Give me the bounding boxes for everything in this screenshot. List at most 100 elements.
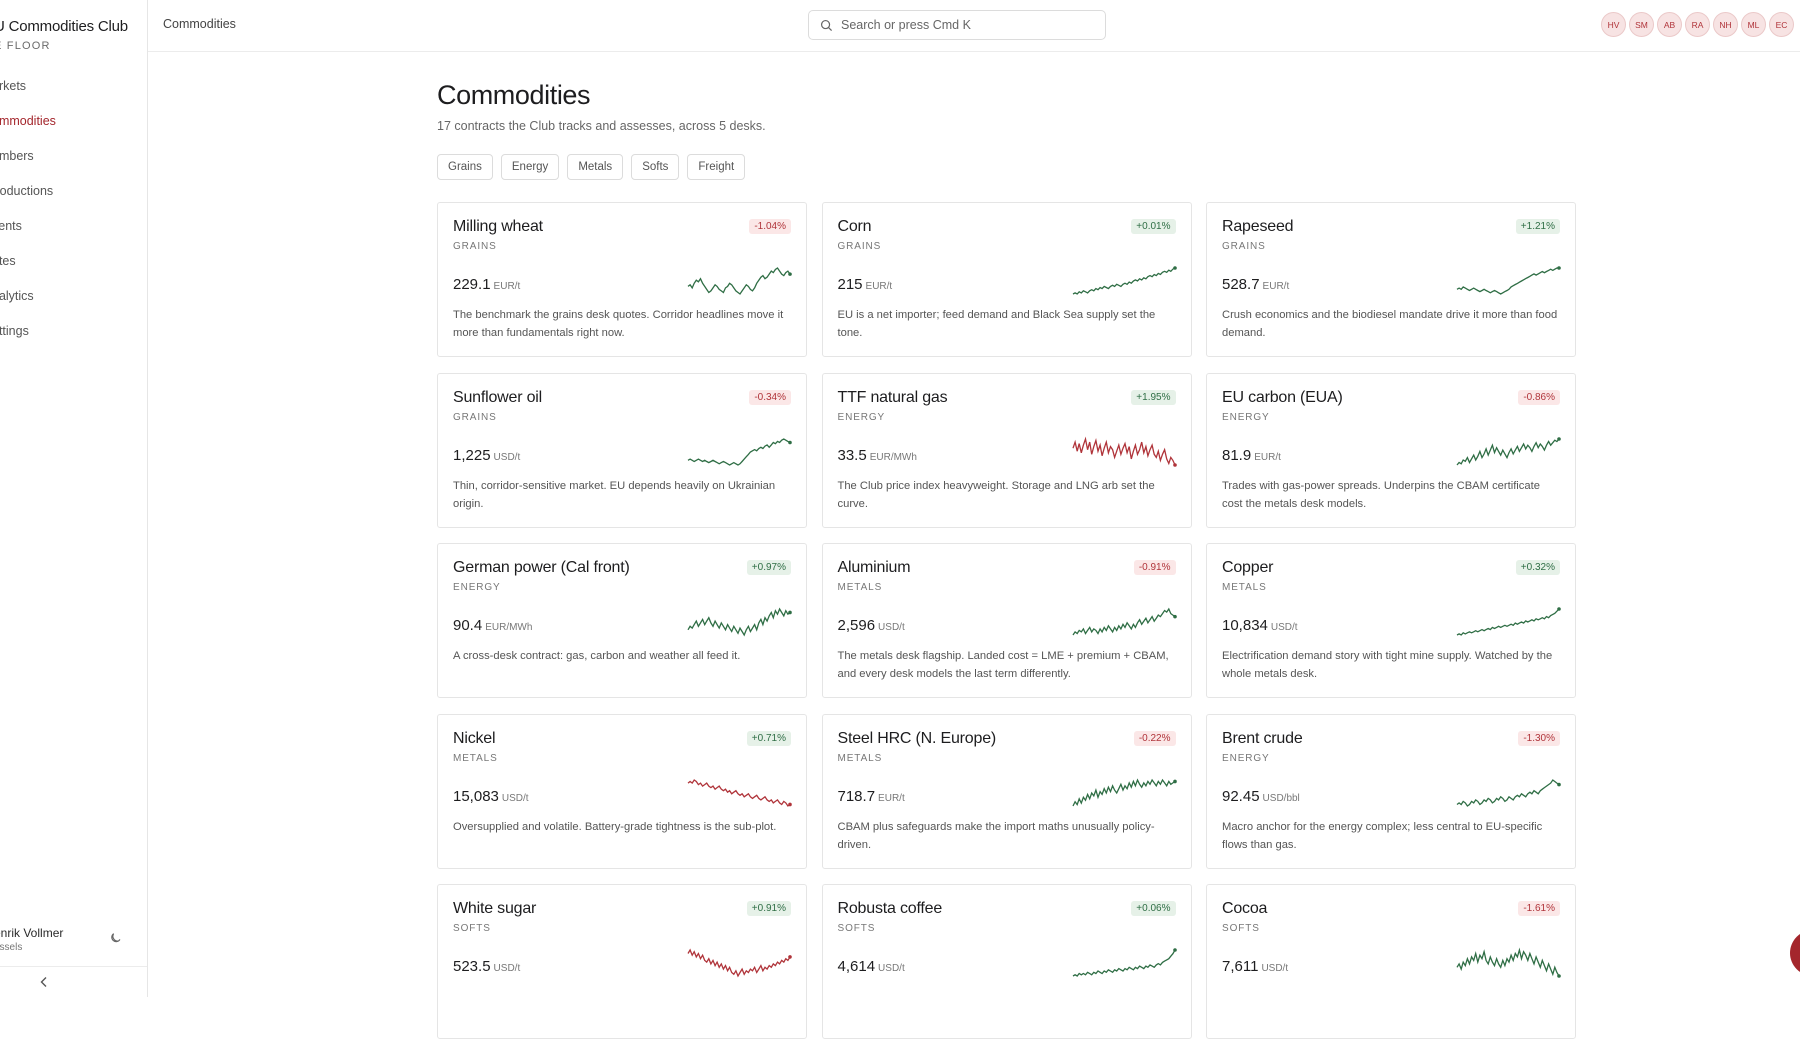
commodity-desk: GRAINS: [837, 241, 882, 252]
search-input[interactable]: Search or press Cmd K: [841, 18, 971, 32]
moon-icon[interactable]: [109, 930, 123, 944]
sparkline-line: [1071, 777, 1175, 806]
sparkline-chart: [1456, 607, 1561, 636]
breadcrumb[interactable]: Commodities: [163, 17, 236, 31]
top-header: Commodities Search or press Cmd K HV SM AB…: [148, 0, 1800, 52]
commodity-card[interactable]: Copper METALS +0.32% 10,834 USD/t Electrifica…: [1206, 543, 1576, 698]
price: 15,083 USD/t: [453, 788, 529, 806]
change-badge: +0.01%: [1131, 219, 1176, 234]
commodity-card[interactable]: Nickel METALS +0.71% 15,083 USD/t Oversupplie…: [437, 713, 807, 869]
user-profile[interactable]: enrik Vollmer ussels: [0, 926, 144, 953]
commodity-card[interactable]: Corn GRAINS +0.01% 215 EUR/t EU is a net impo…: [821, 202, 1192, 357]
search-box[interactable]: Search or press Cmd K: [808, 10, 1106, 40]
change-badge: -1.04%: [749, 219, 791, 234]
avatar[interactable]: AB: [1657, 12, 1682, 37]
commodity-card[interactable]: Rapeseed GRAINS +1.21% 528.7 EUR/t Crush econ…: [1206, 202, 1576, 357]
price-unit: EUR/MWh: [869, 451, 917, 463]
price-unit: USD/t: [1261, 963, 1289, 974]
price-value: 229.1: [453, 276, 491, 293]
commodity-name: TTF natural gas: [837, 388, 948, 406]
sparkline-last-point: [1557, 436, 1561, 441]
chevron-left-icon[interactable]: [37, 975, 51, 989]
price: 528.7 EUR/t: [1222, 276, 1289, 294]
price-value: 33.5: [837, 446, 867, 464]
price: 215 EUR/t: [838, 276, 893, 294]
sparkline-chart: [687, 948, 792, 978]
change-badge: -1.61%: [1518, 901, 1560, 916]
filter-chip[interactable]: Softs: [631, 154, 680, 180]
commodity-grid: Milling wheat GRAINS -1.04% 229.1 EUR/t The b…: [437, 202, 1576, 1039]
sparkline-last-point: [1172, 614, 1177, 619]
sparkline-chart: [1071, 777, 1177, 806]
filter-chip[interactable]: Energy: [500, 154, 560, 180]
sparkline-last-point: [1557, 782, 1561, 786]
sparkline-chart: [1456, 947, 1561, 978]
sparkline-chart: [687, 778, 792, 807]
commodity-card[interactable]: White sugar SOFTS +0.91% 523.5 USD/t: [437, 884, 807, 1039]
change-badge: -0.86%: [1518, 389, 1560, 405]
sidebar-item[interactable]: nalytics: [0, 289, 34, 303]
avatar[interactable]: SM: [1629, 12, 1654, 37]
brand-subtitle: E FLOOR: [0, 40, 51, 52]
commodity-name: Steel HRC (N. Europe): [837, 729, 997, 747]
price-unit: EUR/t: [493, 281, 521, 292]
sidebar-item[interactable]: otes: [0, 254, 16, 268]
sparkline-chart: [1071, 436, 1177, 467]
filter-chip[interactable]: Grains: [437, 154, 493, 180]
sparkline-chart: [1072, 266, 1177, 295]
sparkline-chart: [687, 437, 792, 466]
user-name: enrik Vollmer: [0, 926, 64, 940]
sidebar-item[interactable]: embers: [0, 149, 34, 163]
price-value: 81.9: [1222, 446, 1252, 464]
change-badge: +1.21%: [1515, 219, 1560, 234]
sparkline-last-point: [1557, 607, 1561, 611]
avatar[interactable]: RA: [1685, 12, 1710, 37]
commodity-card[interactable]: TTF natural gas ENERGY +1.95% 33.5 EUR/MWh Th…: [821, 372, 1192, 528]
commodity-card[interactable]: Robusta coffee SOFTS +0.06% 4,614 USD/t: [821, 884, 1192, 1039]
sparkline-line: [1456, 608, 1560, 636]
commodity-card[interactable]: Milling wheat GRAINS -1.04% 229.1 EUR/t The b…: [437, 202, 807, 357]
filter-chip[interactable]: Freight: [687, 154, 746, 180]
sparkline-line: [687, 607, 791, 637]
avatar[interactable]: HV: [1601, 12, 1626, 37]
commodity-description: Oversupplied and volatile. Battery-grade…: [453, 820, 777, 833]
desk-filters: Grains Energy Metals Softs Freight: [437, 154, 753, 180]
filter-chip[interactable]: Metals: [567, 154, 624, 180]
price-unit: USD/t: [1270, 622, 1298, 633]
price: 81.9 EUR/t: [1222, 447, 1281, 465]
avatar[interactable]: NH: [1713, 12, 1738, 37]
commodity-card[interactable]: Sunflower oil GRAINS -0.34% 1,225 USD/t Thin,…: [437, 372, 807, 528]
commodity-card[interactable]: Steel HRC (N. Europe) METALS -0.22% 718.7 EU…: [821, 713, 1192, 869]
commodity-description: Electrification demand story with tight …: [1222, 650, 1553, 680]
price: 10,834 USD/t: [1222, 617, 1298, 635]
help-button[interactable]: [1790, 930, 1800, 976]
commodity-desk: ENERGY: [453, 582, 501, 593]
price: 2,596 USD/t: [838, 617, 905, 635]
commodity-card[interactable]: German power (Cal front) ENERGY +0.97% 90.4…: [437, 543, 807, 698]
sidebar-item[interactable]: troductions: [0, 184, 54, 198]
commodity-desk: METALS: [837, 582, 883, 593]
avatar[interactable]: ML: [1741, 12, 1766, 37]
commodity-name: White sugar: [453, 900, 537, 917]
sidebar: U Commodities Club E FLOOR arkets ommodit…: [0, 0, 148, 997]
sparkline-line: [1072, 949, 1176, 977]
page-subtitle: 17 contracts the Club tracks and assesse…: [437, 119, 766, 133]
sidebar-item[interactable]: ettings: [0, 324, 29, 338]
sidebar-item[interactable]: arkets: [0, 79, 27, 93]
sidebar-item[interactable]: vents: [0, 219, 22, 233]
commodity-description: Trades with gas-power spreads. Underpins…: [1222, 479, 1540, 510]
commodity-card[interactable]: Brent crude ENERGY -1.30% 92.45 USD/bbl Macro…: [1206, 713, 1576, 869]
commodity-card[interactable]: Cocoa SOFTS -1.61% 7,611 USD/t: [1206, 884, 1576, 1039]
brand[interactable]: U Commodities Club E FLOOR: [0, 18, 128, 52]
price-value: 4,614: [837, 958, 876, 975]
commodity-name: Rapeseed: [1222, 218, 1294, 235]
commodity-card[interactable]: Aluminium METALS -0.91% 2,596 USD/t The metal…: [821, 543, 1192, 698]
sparkline-line: [687, 437, 791, 466]
avatar[interactable]: EC: [1769, 12, 1794, 37]
sidebar-item[interactable]: ommodities: [0, 114, 56, 128]
sparkline-last-point: [1172, 779, 1177, 783]
price: 33.5 EUR/MWh: [838, 447, 917, 465]
sparkline-chart: [1456, 266, 1561, 295]
price-value: 718.7: [837, 787, 876, 805]
commodity-card[interactable]: EU carbon (EUA) ENERGY -0.86% 81.9 EUR/t Trad…: [1206, 372, 1576, 528]
